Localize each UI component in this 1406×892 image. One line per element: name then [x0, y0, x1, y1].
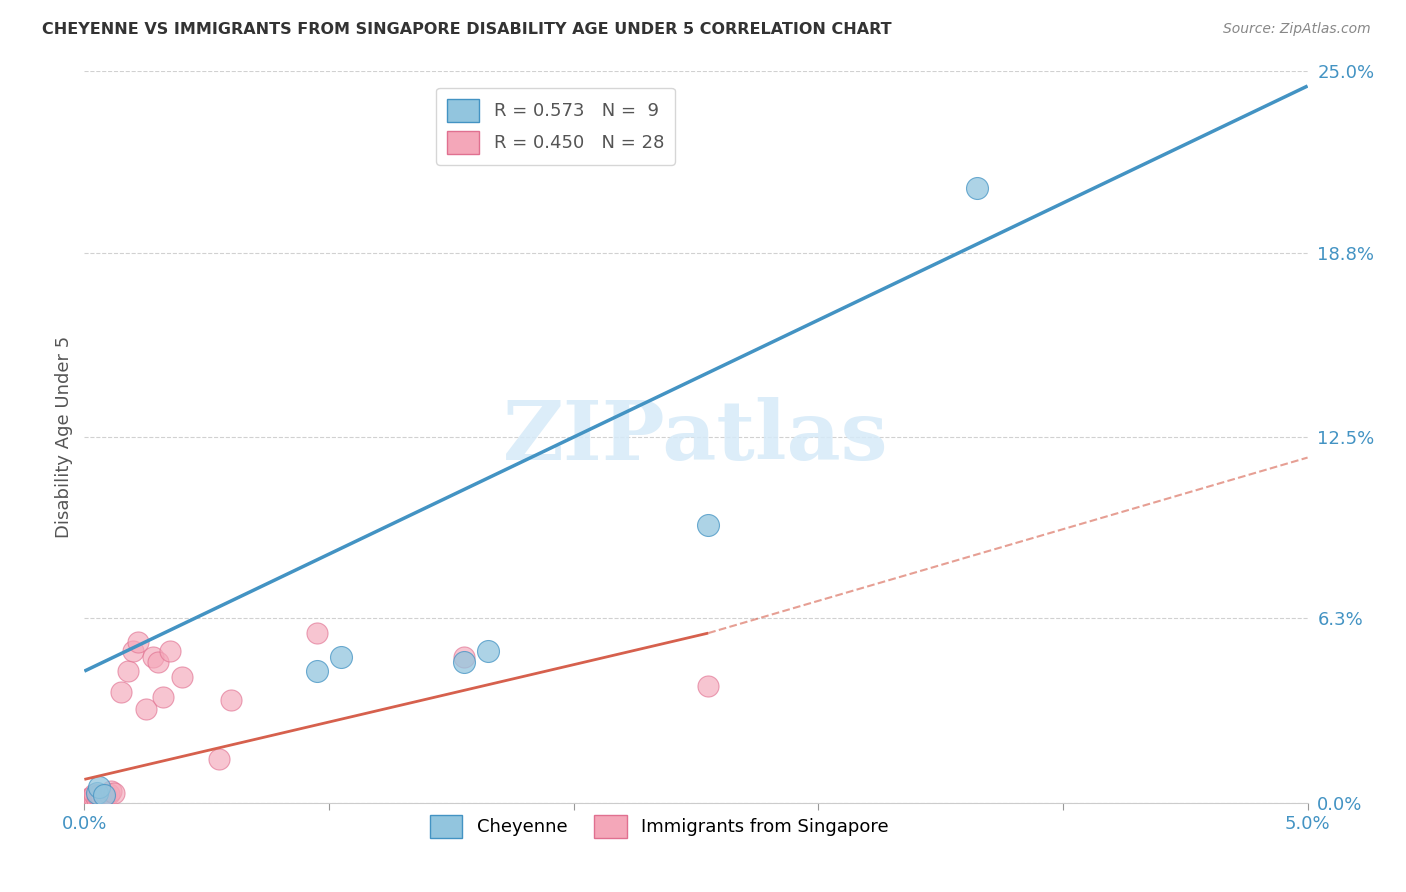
Point — [87, 780, 110, 794]
Point — [97, 787, 120, 801]
Point — [86, 789, 108, 803]
Point — [80, 789, 103, 804]
Point — [208, 752, 231, 766]
Point — [330, 649, 353, 664]
Point — [305, 626, 328, 640]
Text: Source: ZipAtlas.com: Source: ZipAtlas.com — [1223, 22, 1371, 37]
Point — [83, 791, 105, 805]
Point — [142, 649, 165, 664]
Point — [77, 791, 100, 805]
Point — [86, 793, 108, 807]
Point — [96, 789, 118, 803]
Point — [87, 789, 110, 803]
Point — [127, 635, 149, 649]
Text: CHEYENNE VS IMMIGRANTS FROM SINGAPORE DISABILITY AGE UNDER 5 CORRELATION CHART: CHEYENNE VS IMMIGRANTS FROM SINGAPORE DI… — [42, 22, 891, 37]
Legend: Cheyenne, Immigrants from Singapore: Cheyenne, Immigrants from Singapore — [422, 807, 896, 845]
Point — [90, 789, 112, 804]
Point — [159, 643, 181, 657]
Point — [152, 690, 174, 705]
Point — [117, 664, 139, 678]
Point — [110, 684, 132, 698]
Point — [93, 789, 115, 803]
Point — [103, 786, 125, 800]
Point — [219, 693, 242, 707]
Point — [453, 649, 475, 664]
Point — [83, 787, 105, 801]
Point — [86, 786, 108, 800]
Text: ZIPatlas: ZIPatlas — [503, 397, 889, 477]
Point — [453, 656, 475, 670]
Point — [305, 664, 328, 678]
Point — [122, 643, 145, 657]
Point — [135, 702, 157, 716]
Point — [146, 656, 169, 670]
Point — [100, 784, 122, 798]
Point — [697, 517, 720, 532]
Point — [966, 181, 988, 195]
Point — [697, 679, 720, 693]
Point — [93, 789, 115, 804]
Point — [477, 643, 499, 657]
Y-axis label: Disability Age Under 5: Disability Age Under 5 — [55, 336, 73, 538]
Point — [172, 670, 194, 684]
